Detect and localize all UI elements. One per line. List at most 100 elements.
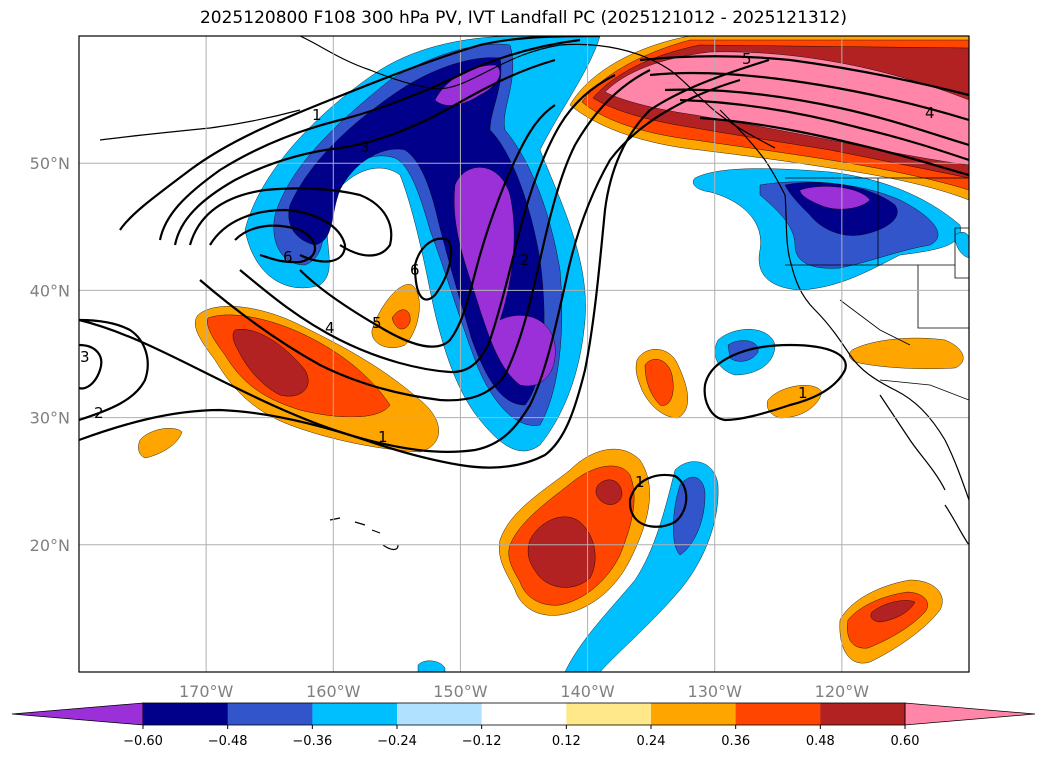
contour-label: 1 — [378, 428, 388, 446]
contour-label: 6 — [283, 248, 293, 266]
ivt-positive-anomaly-southeast — [839, 579, 943, 664]
contour-label: 3 — [80, 348, 90, 366]
contour-label: 5 — [742, 50, 752, 68]
pv-contour-2-north — [679, 98, 969, 162]
colorbar-tick-label: 0.12 — [552, 734, 581, 749]
pv-contour-1-north-2 — [699, 116, 969, 177]
lat-tick-label: 20°N — [30, 536, 70, 555]
pv-contour-4-north — [649, 71, 969, 122]
lat-tick-label: 50°N — [30, 154, 70, 173]
shade-navy-main — [288, 57, 545, 406]
colorbar-tick-label: −0.24 — [377, 734, 417, 749]
lon-tick-label: 140°W — [560, 682, 615, 701]
shade-royal-south — [673, 476, 706, 556]
coastline-hawaii — [329, 517, 399, 551]
contour-label: 4 — [925, 104, 935, 122]
pv-contour-6-small — [413, 237, 453, 301]
pv-contours — [79, 36, 969, 528]
map-content: 1 2 3 4 5 6 6 5 4 2 3 1 1 1 — [79, 36, 969, 672]
shade-firebrick-se — [870, 600, 916, 623]
ivt-positive-anomaly-small-centers — [371, 284, 964, 419]
colorbar-tick-label: −0.12 — [462, 734, 502, 749]
ivt-positive-anomaly-subtropical-central — [499, 448, 650, 616]
colorbar-tick-label: −0.36 — [292, 734, 332, 749]
pv-contour-5-loop — [209, 208, 347, 263]
shade-pink-goa — [604, 51, 969, 166]
pv-contour-4-loop — [188, 187, 393, 257]
colorbar-tick-label: 0.36 — [721, 734, 750, 749]
colorbar-tick-label: −0.60 — [123, 734, 163, 749]
shade-purple-central — [454, 167, 556, 387]
map-frame — [78, 35, 970, 673]
shade-firebrick-sw — [232, 329, 309, 397]
coastline-us-west — [784, 194, 969, 501]
pv-contour-3-trough — [199, 69, 651, 402]
shade-orange-small-w — [138, 428, 183, 459]
lon-tick-label: 170°W — [179, 682, 234, 701]
colorbar-extend-min — [11, 702, 144, 726]
shade-orange-c4 — [849, 337, 964, 369]
pv-contour-3 — [173, 58, 556, 246]
shade-firebrick-sc2 — [595, 479, 623, 505]
border-state-3 — [917, 265, 969, 329]
pv-contour-3-west — [79, 343, 103, 390]
pv-contour-2 — [158, 38, 581, 241]
pv-contour-labels: 1 2 3 4 5 6 6 5 4 2 3 1 1 1 — [80, 50, 935, 491]
longitude-labels: 170°W 160°W 150°W 140°W 130°W 120°W — [179, 682, 869, 701]
pv-contour-1-north — [119, 36, 601, 231]
colorbar-tick-label: −0.48 — [208, 734, 248, 749]
shade-sky-ne — [954, 232, 969, 259]
ivt-negative-anomaly-pnw — [692, 168, 961, 291]
colorbar: −0.60 −0.48 −0.36 −0.24 −0.12 0.12 0.24 0.36 0.4… — [11, 702, 1036, 749]
lat-tick-label: 30°N — [30, 409, 70, 428]
latitude-labels: 20°N 30°N 40°N 50°N — [30, 154, 70, 555]
border-us-mexico — [879, 379, 969, 401]
pv-contour-1-south — [79, 58, 770, 469]
contour-label: 3 — [360, 138, 370, 156]
colorbar-tick-label: 0.48 — [806, 734, 835, 749]
borders — [785, 177, 969, 401]
contour-label: 1 — [798, 384, 808, 402]
pv-contour-5-trough — [299, 104, 556, 348]
colorbar-segment — [143, 703, 229, 725]
colorbar-segment — [820, 703, 906, 725]
shade-sky-sw — [417, 660, 446, 672]
shade-redorange-c1 — [391, 309, 411, 330]
pv-contour-2-trough — [79, 78, 741, 453]
coastlines — [99, 36, 969, 551]
contour-label: 1 — [312, 106, 322, 124]
colorbar-segment — [651, 703, 737, 725]
coastline-alaska — [299, 36, 776, 149]
lon-tick-label: 130°W — [688, 682, 743, 701]
shade-purple-pnw — [799, 186, 871, 210]
colorbar-tick-label: 0.24 — [637, 734, 666, 749]
pv-contour-6-loop — [234, 224, 317, 264]
contour-label: 4 — [325, 319, 335, 337]
coastline-baja — [879, 394, 946, 491]
border-state-4 — [839, 299, 911, 346]
coastline-aleutians — [99, 109, 301, 141]
lon-tick-label: 160°W — [306, 682, 361, 701]
contour-label: 1 — [635, 473, 645, 491]
shade-firebrick-sc — [527, 516, 596, 588]
contour-label: 6 — [410, 261, 420, 279]
coastline-mexico — [944, 504, 969, 546]
coastline-bc-coast — [719, 109, 786, 196]
border-state-5 — [954, 227, 969, 279]
colorbar-segment — [312, 703, 398, 725]
colorbar-tick-label: 0.60 — [891, 734, 920, 749]
colorbar-extend-max — [904, 702, 1036, 726]
ivt-positive-anomaly-gulf-of-alaska — [569, 36, 969, 201]
colorbar-segment — [735, 703, 821, 725]
pv-contour-1-loop-south — [628, 473, 688, 528]
pv-contour-1-loop-east — [703, 343, 847, 422]
shade-redorange-c2 — [644, 359, 674, 406]
ivt-positive-anomaly-subtropical-west — [138, 306, 439, 459]
contour-label: 2 — [520, 251, 530, 269]
colorbar-segment — [566, 703, 652, 725]
colorbar-segment — [227, 703, 313, 725]
ivt-negative-anomaly-small — [417, 232, 969, 672]
pv-contour-4-trough — [239, 74, 616, 374]
figure-title: 2025120800 F108 300 hPa PV, IVT Landfall… — [199, 8, 847, 28]
pv-contour-3-north — [664, 88, 969, 147]
